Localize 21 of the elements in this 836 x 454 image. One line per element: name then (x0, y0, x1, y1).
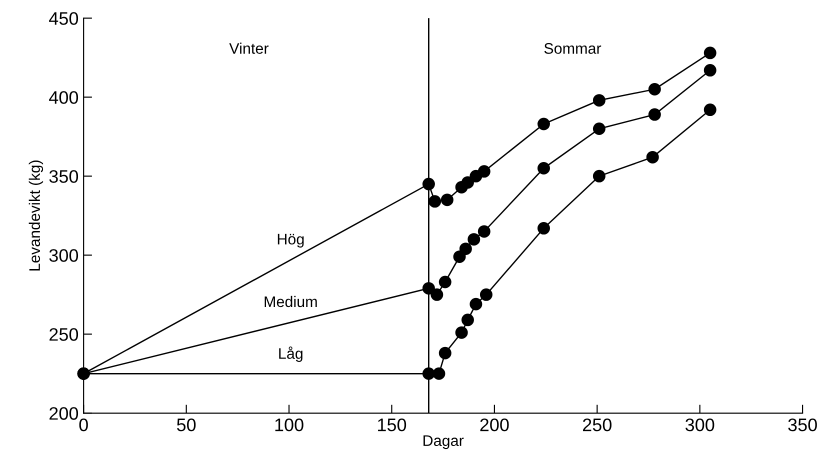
annotation: Sommar (544, 43, 602, 54)
series-label: Medium (264, 296, 317, 308)
x-tick-label: 350 (788, 418, 817, 432)
y-tick-label: 400 (49, 91, 78, 104)
series-label: Hög (278, 234, 304, 248)
y-tick-label: 300 (49, 249, 78, 262)
y-tick-label: 350 (49, 170, 78, 183)
x-tick-label: 250 (582, 418, 612, 432)
x-axis-title: Dagar (424, 435, 464, 450)
x-tick-label: 200 (480, 418, 509, 432)
y-tick-label: 200 (50, 407, 78, 420)
series-label: Låg (279, 346, 302, 362)
x-tick-label: 150 (378, 418, 406, 432)
x-tick-label: 50 (176, 418, 196, 432)
y-tick-label: 250 (50, 328, 78, 341)
x-tick-label: 0 (79, 418, 88, 432)
y-axis-title: Levandevikt (kg) (28, 160, 44, 270)
x-tick-label: 100 (275, 418, 304, 432)
x-tick-label: 300 (685, 418, 714, 432)
annotation: Vinter (229, 42, 269, 54)
y-tick-label: 450 (49, 12, 78, 25)
